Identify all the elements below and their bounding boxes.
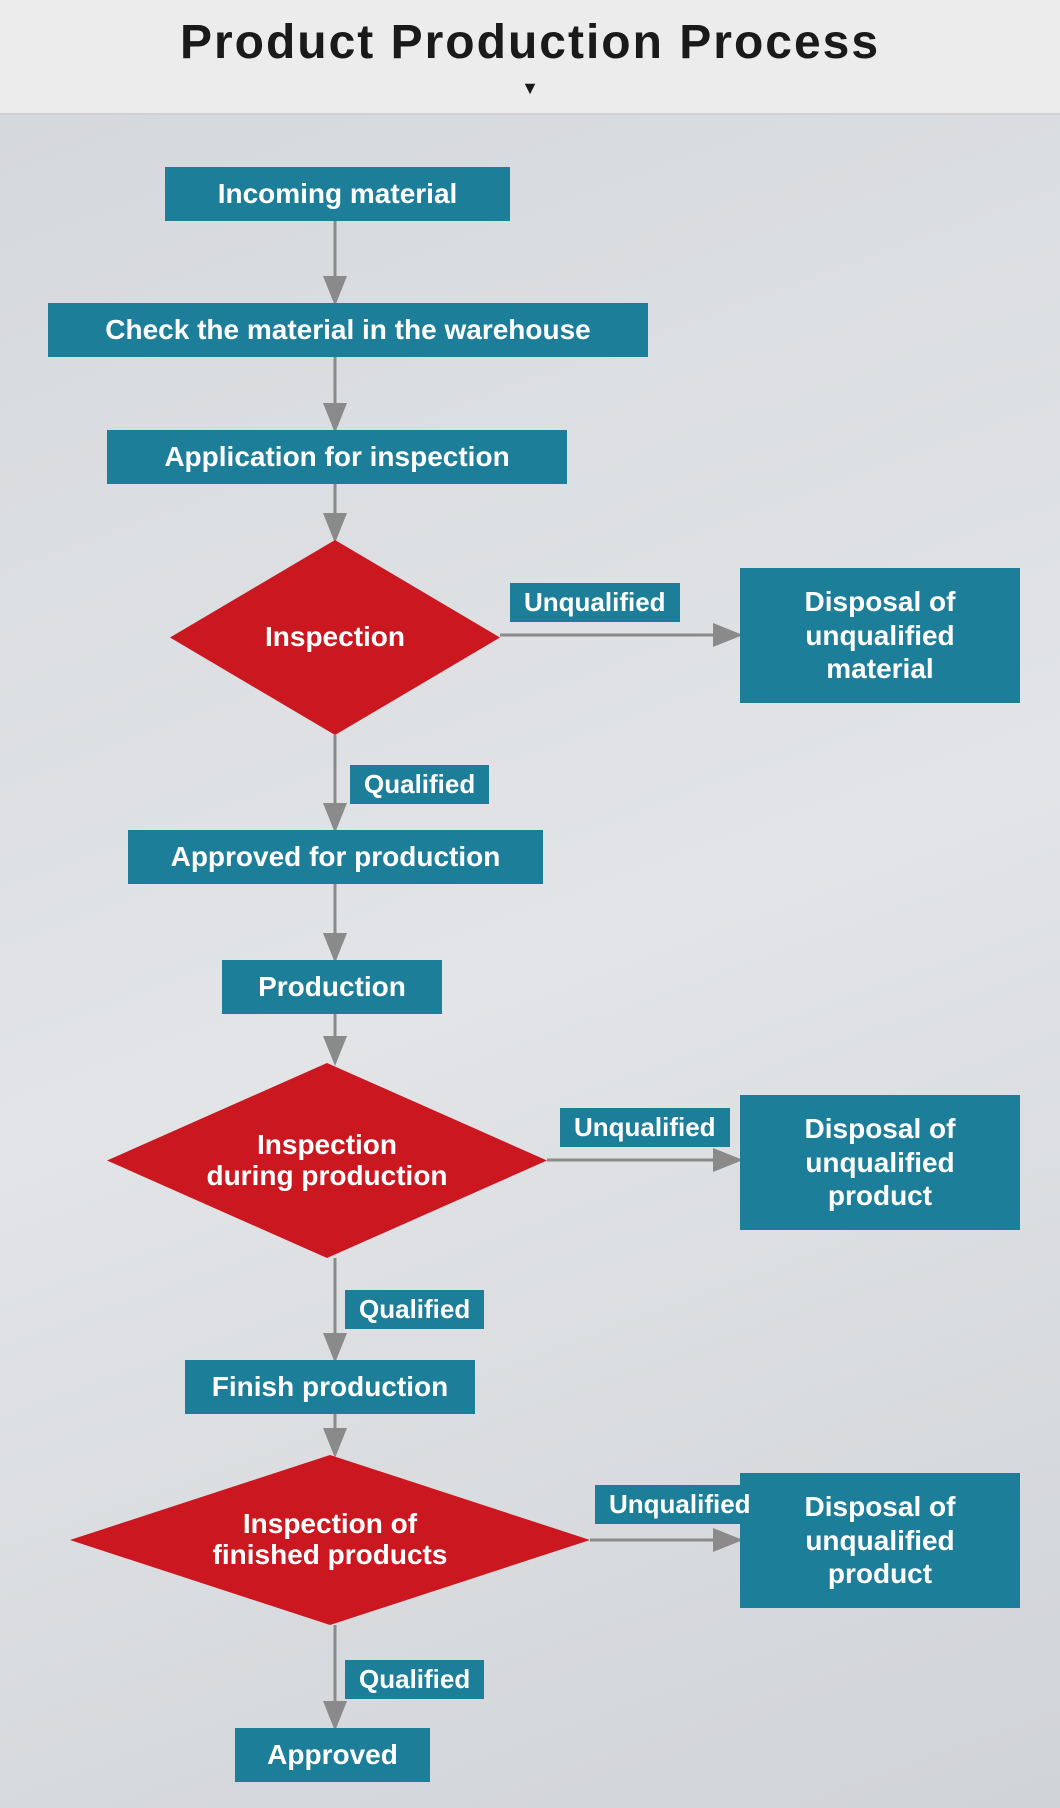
node-check: Check the material in the warehouse (48, 303, 648, 357)
title-arrow-icon: ▼ (521, 78, 539, 99)
edge-label-unq2: Unqualified (560, 1108, 730, 1147)
diamond-label: Inspection (170, 540, 500, 735)
node-approved: Approved (235, 1728, 430, 1782)
node-apply: Application for inspection (107, 430, 567, 484)
node-disposal2: Disposal of unqualified product (740, 1095, 1020, 1230)
node-insp1: Inspection (170, 540, 500, 735)
node-production: Production (222, 960, 442, 1014)
node-disposal3: Disposal of unqualified product (740, 1473, 1020, 1608)
edge-label-qual2: Qualified (345, 1290, 484, 1329)
page-title: Product Production Process (180, 15, 880, 70)
node-insp3: Inspection of finished products (70, 1455, 590, 1625)
edge-label-unq1: Unqualified (510, 583, 680, 622)
flowchart-canvas: Incoming material Check the material in t… (0, 115, 1060, 1808)
header: Product Production Process ▼ (0, 0, 1060, 115)
node-finish: Finish production (185, 1360, 475, 1414)
node-incoming: Incoming material (165, 167, 510, 221)
node-disposal1: Disposal of unqualified material (740, 568, 1020, 703)
diamond-label: Inspection of finished products (70, 1455, 590, 1625)
edge-label-qual3: Qualified (345, 1660, 484, 1699)
node-insp2: Inspection during production (107, 1063, 547, 1258)
edge-label-unq3: Unqualified (595, 1485, 765, 1524)
edge-label-qual1: Qualified (350, 765, 489, 804)
node-approved_prod: Approved for production (128, 830, 543, 884)
diamond-label: Inspection during production (107, 1063, 547, 1258)
